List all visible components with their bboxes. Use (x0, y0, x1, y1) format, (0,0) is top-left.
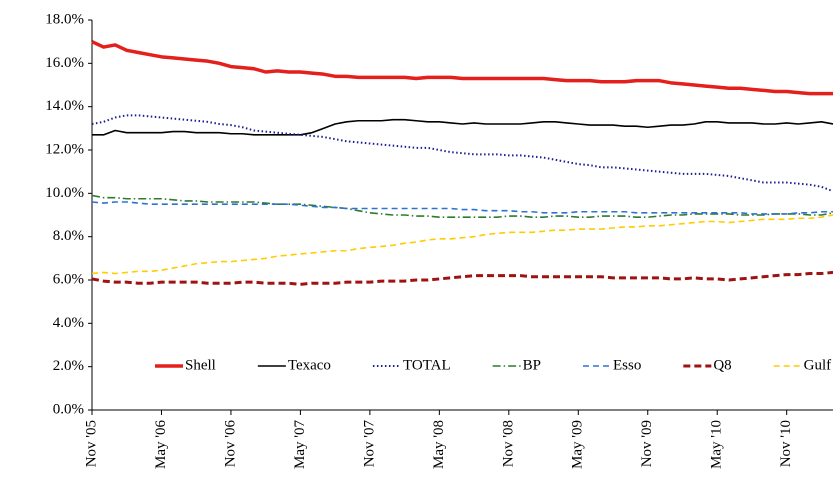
x-tick-label: May '07 (292, 420, 308, 469)
x-tick-label: May '08 (431, 420, 447, 469)
series-line (91, 214, 833, 275)
y-tick-label: 12.0% (45, 141, 84, 157)
legend-label: Shell (185, 357, 216, 373)
series-line (91, 194, 833, 218)
series-line (91, 40, 833, 96)
x-tick-label: May '09 (570, 420, 586, 469)
legend-label: TOTAL (403, 357, 451, 373)
y-tick-label: 14.0% (45, 98, 84, 114)
x-tick-label: May '06 (153, 420, 169, 469)
x-tick-label: Nov '05 (83, 420, 99, 467)
y-tick-label: 10.0% (45, 185, 84, 201)
series-line (91, 114, 833, 193)
x-tick-label: Nov '10 (778, 420, 794, 467)
x-tick-label: May '10 (709, 420, 725, 469)
x-tick-label: Nov '08 (500, 420, 516, 467)
x-tick-label: Nov '06 (222, 420, 238, 468)
x-tick-label: Nov '09 (639, 420, 655, 467)
legend-label: Esso (613, 357, 641, 373)
legend-label: Q8 (713, 357, 731, 373)
y-tick-label: 8.0% (53, 228, 84, 244)
series-line (92, 118, 833, 136)
y-tick-label: 6.0% (53, 271, 84, 287)
legend-label: Gulf (804, 357, 832, 373)
legend-label: Texaco (288, 357, 331, 373)
legend-label: BP (523, 357, 541, 373)
x-tick-label: Nov '07 (361, 420, 377, 468)
y-tick-label: 18.0% (45, 11, 84, 27)
series-line (91, 201, 833, 215)
series-line (91, 270, 833, 286)
y-tick-label: 16.0% (45, 55, 84, 71)
y-tick-label: 0.0% (53, 401, 84, 417)
y-tick-label: 2.0% (53, 358, 84, 374)
y-tick-label: 4.0% (53, 315, 84, 331)
